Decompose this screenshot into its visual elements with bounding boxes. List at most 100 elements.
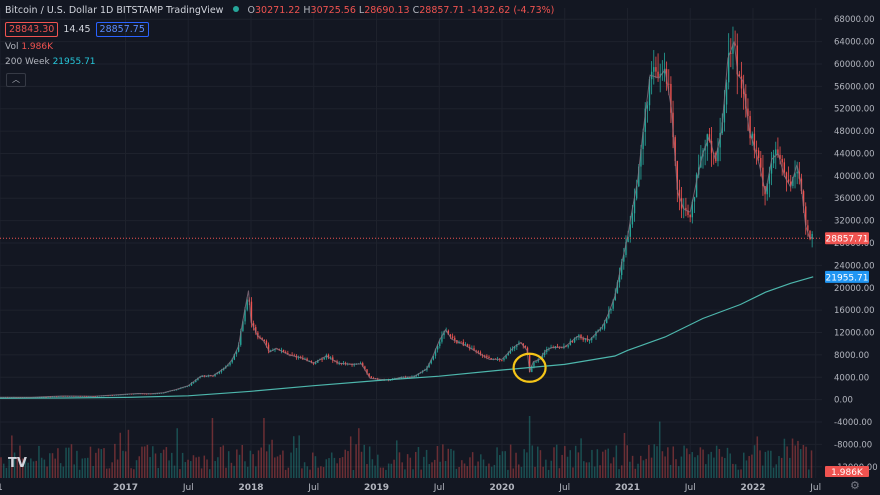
volume-bar (610, 463, 612, 478)
volume-bar (748, 456, 750, 478)
volume-bar (680, 456, 683, 478)
volume-bar (347, 451, 349, 478)
chevron-up-icon[interactable]: ︿ (6, 73, 26, 87)
volume-bar (122, 450, 124, 478)
candle-body (556, 346, 559, 347)
volume-bar (629, 461, 631, 478)
candle-body (218, 371, 221, 374)
volume-bar (650, 457, 653, 478)
candle-body (122, 394, 124, 396)
candle-body (794, 173, 796, 178)
candle-body (674, 137, 676, 162)
volume-legend[interactable]: Vol 1.986K (5, 42, 54, 52)
y-tick-label: 8000.00 (834, 351, 869, 361)
volume-bar (181, 452, 184, 478)
candle-body (362, 363, 364, 367)
volume-bar (49, 453, 51, 478)
volume-bar (236, 449, 238, 478)
candle-body (670, 83, 672, 113)
volume-bar (363, 444, 365, 478)
volume-bar (675, 459, 677, 478)
buy-price-button[interactable]: 28857.75 (95, 22, 149, 37)
volume-bar (293, 436, 295, 478)
volume-bar (775, 464, 778, 478)
candle-body (126, 394, 129, 396)
volume-bar (593, 466, 596, 478)
candle-body (216, 373, 218, 375)
volume-bar (507, 469, 509, 478)
volume-bar (621, 465, 623, 478)
x-tick-label: 2017 (113, 483, 138, 493)
candle-body (158, 393, 161, 395)
y-tick-label: 12000.00 (834, 329, 875, 339)
volume-bar (452, 450, 455, 478)
volume-bar (442, 444, 444, 478)
volume-bar (444, 461, 447, 478)
volume-bar (360, 451, 363, 478)
tradingview-logo[interactable]: TV (8, 456, 27, 471)
spread-value: 14.45 (63, 24, 91, 35)
candle-body (772, 154, 775, 164)
candle-body (366, 369, 368, 374)
x-tick-label: 1 (0, 483, 3, 493)
symbol-title[interactable]: Bitcoin / U.S. Dollar 1D BITSTAMP Tradin… (5, 5, 224, 16)
volume-bar (753, 445, 756, 478)
volume-bar (623, 432, 626, 478)
candle-body (573, 337, 576, 343)
candle-body (389, 379, 392, 381)
volume-bar (322, 467, 325, 478)
ma-legend[interactable]: 200 Week 21955.71 (5, 57, 96, 67)
volume-tag-bg (825, 466, 869, 477)
candle-body (282, 349, 285, 353)
candle-body (612, 300, 614, 309)
volume-bar (471, 452, 474, 478)
candle-body (528, 354, 531, 373)
volume-bar (734, 464, 737, 478)
volume-bar (149, 457, 151, 478)
bid-ask-row: 28843.30 14.45 28857.75 (5, 22, 149, 37)
volume-bar (726, 447, 729, 478)
volume-bar (30, 458, 32, 478)
volume-bar (190, 461, 192, 478)
volume-bar (482, 459, 485, 478)
candle-body (734, 43, 736, 46)
volume-bar (805, 446, 807, 478)
volume-bar (485, 466, 487, 478)
volume-bar (767, 450, 769, 478)
sell-price-button[interactable]: 28843.30 (5, 22, 59, 37)
volume-bar (577, 452, 580, 478)
volume-bar (526, 452, 528, 478)
volume-bar (206, 459, 208, 478)
volume-bar (143, 446, 146, 478)
candle-body (805, 206, 807, 226)
candle-body (267, 344, 270, 351)
volume-bar (770, 450, 772, 478)
gear-icon[interactable]: ⚙ (850, 479, 860, 492)
volume-bar (515, 452, 517, 478)
market-status-dot (232, 6, 239, 12)
volume-bar (368, 446, 371, 478)
candle-body (486, 355, 488, 357)
candle-body (608, 310, 610, 318)
volume-bar (504, 451, 506, 478)
candle-body (323, 357, 325, 360)
volume-bar (154, 453, 157, 478)
volume-bar (219, 446, 222, 478)
volume-bar (157, 468, 159, 478)
volume-bar (637, 463, 639, 478)
volume-bar (477, 461, 479, 478)
candle-body (434, 349, 437, 356)
volume-bar (176, 428, 178, 478)
volume-bar (509, 444, 512, 478)
volume-bar (574, 445, 577, 478)
volume-bar (35, 460, 37, 478)
volume-bar (124, 451, 127, 478)
candle-body (246, 299, 248, 310)
candle-body (785, 172, 788, 180)
volume-bar (200, 468, 203, 478)
volume-bar (211, 418, 214, 478)
candle-body (719, 132, 721, 148)
volume-bar (257, 450, 260, 478)
candle-body (406, 377, 409, 378)
